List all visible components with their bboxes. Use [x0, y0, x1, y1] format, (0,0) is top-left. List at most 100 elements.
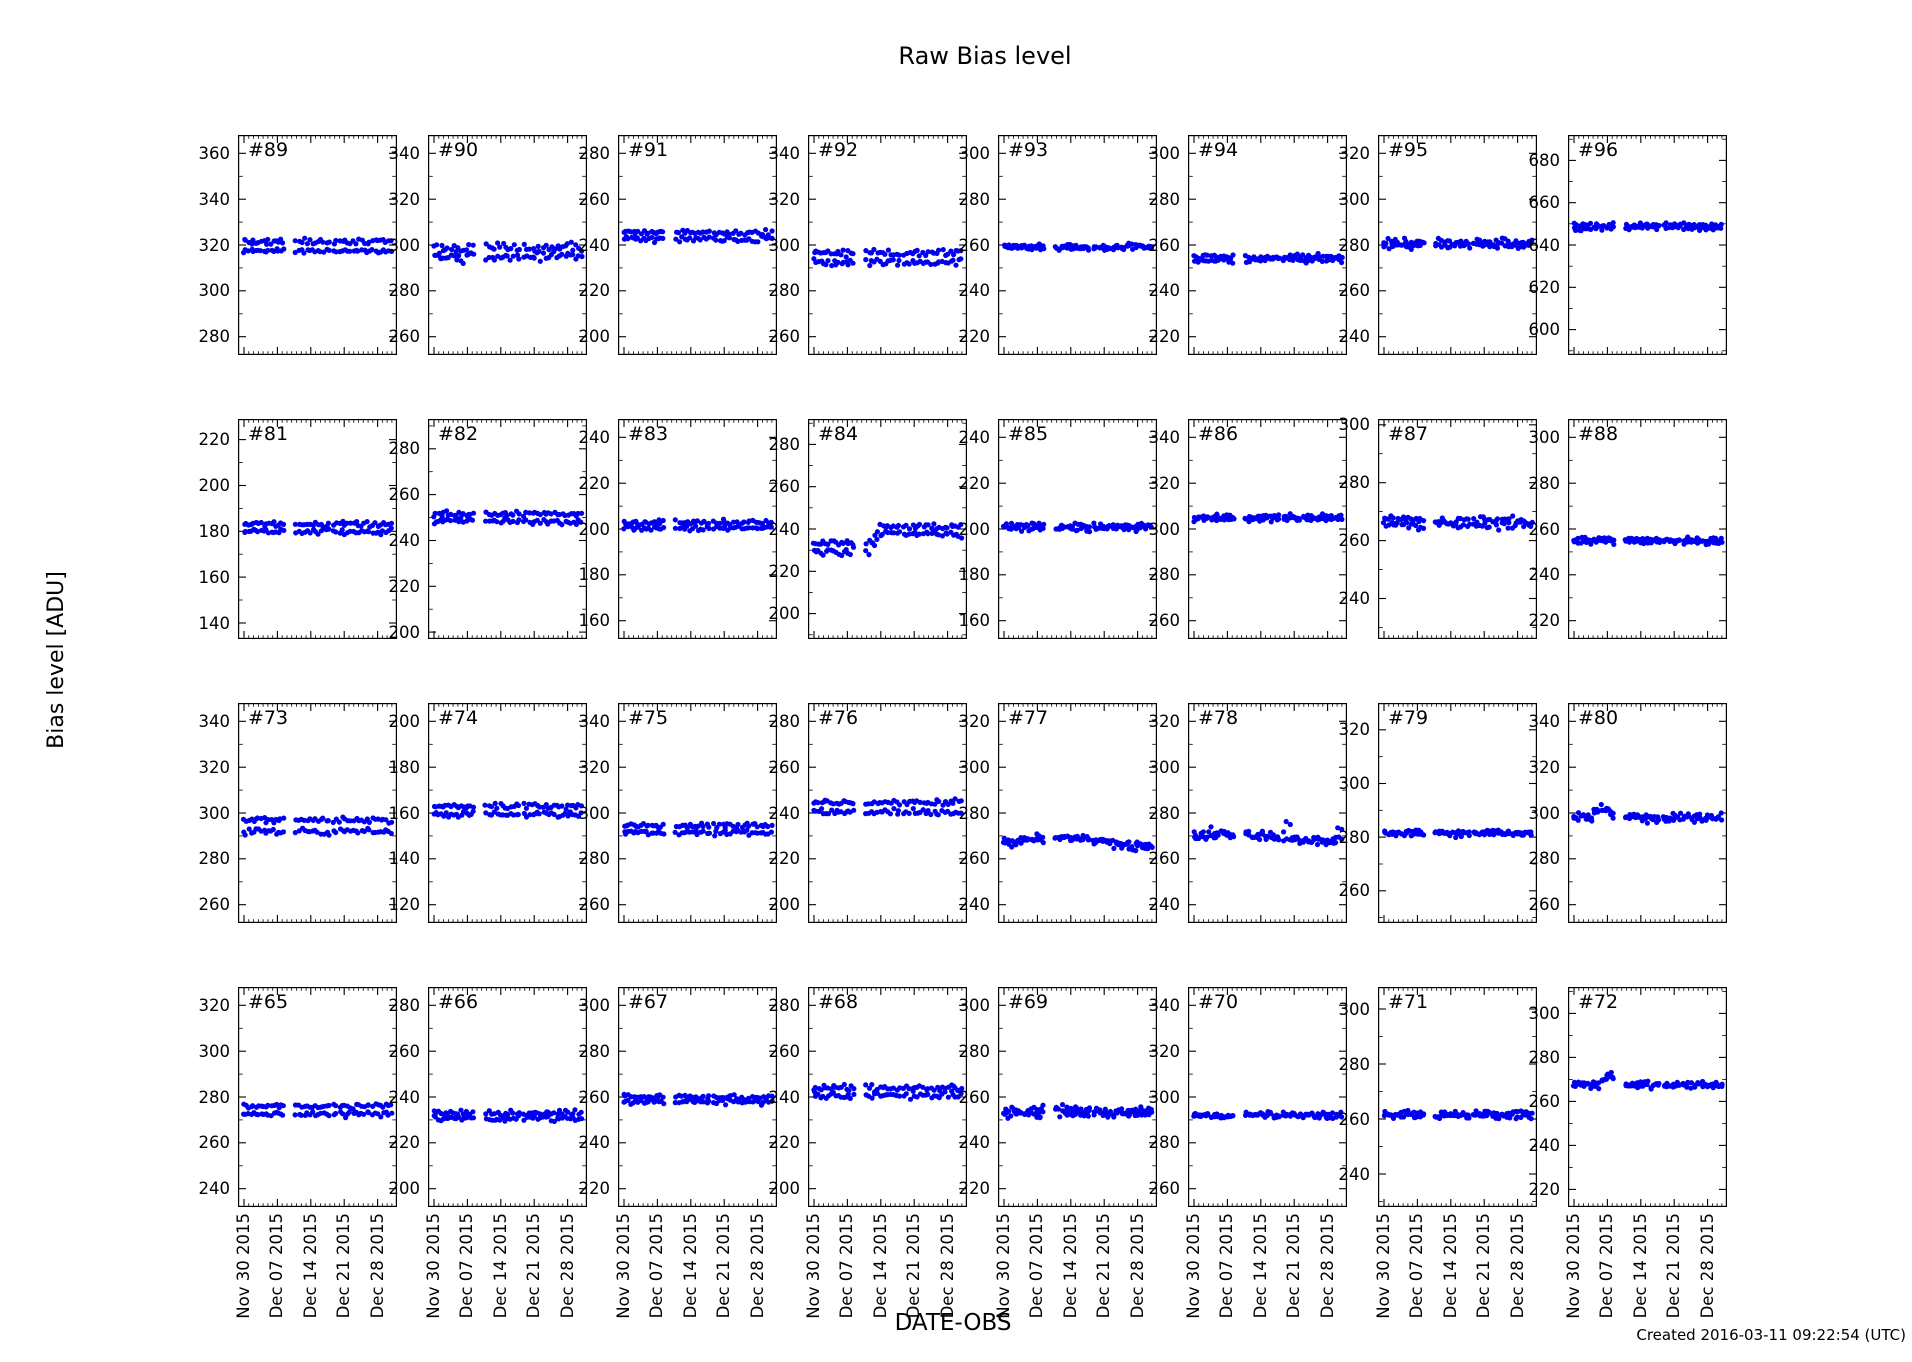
- x-tick-label: Dec 21 2015: [1094, 1213, 1114, 1319]
- subplot-title: #65: [248, 991, 289, 1013]
- y-tick-label: 300: [578, 995, 611, 1015]
- y-tick-label: 180: [388, 757, 421, 777]
- subplot-67: #67 300 280 260 240 220 Nov 30 2015 Dec 07 2015…: [579, 987, 778, 1319]
- subplot-title: #82: [438, 423, 479, 445]
- subplot-title: #90: [438, 139, 479, 161]
- x-tick-label: Dec 21 2015: [1474, 1213, 1494, 1319]
- subplot-69: #69 300 280 260 240 220 Nov 30 2015 Dec 07 2015…: [959, 987, 1158, 1319]
- subplot-title: #87: [1388, 423, 1429, 445]
- x-tick-label: Dec 28 2015: [1507, 1213, 1527, 1319]
- y-tick-label: 340: [1528, 711, 1561, 731]
- subplot-title: #95: [1388, 139, 1429, 161]
- x-tick-label: Dec 07 2015: [647, 1213, 667, 1319]
- y-tick-label: 260: [1338, 1109, 1371, 1129]
- scatter-canvas: [998, 987, 1158, 1208]
- subplot-73: #73 340 320 300 280 260: [199, 703, 398, 924]
- y-tick-label: 340: [578, 711, 611, 731]
- y-tick-label: 220: [768, 849, 801, 869]
- y-tick-label: 280: [768, 434, 801, 454]
- y-tick-label: 300: [768, 235, 801, 255]
- y-tick-label: 280: [1338, 235, 1371, 255]
- subplot-71: #71 300 280 260 240 Nov 30 2015 Dec 07 2015 Dec…: [1339, 987, 1538, 1319]
- y-tick-label: 300: [958, 143, 991, 163]
- scatter-canvas: [1568, 135, 1728, 356]
- y-tick-label: 260: [388, 327, 421, 347]
- subplot-76: #76 280 260 240 220 200: [769, 703, 968, 924]
- subplot-83: #83 240 220 200 180 160: [579, 419, 778, 640]
- y-tick-label: 240: [578, 427, 611, 447]
- y-tick-label: 260: [958, 235, 991, 255]
- y-tick-label: 320: [958, 711, 991, 731]
- y-tick-label: 300: [1338, 774, 1371, 793]
- subplot-78: #78 320 300 280 260 240: [1149, 703, 1348, 924]
- y-tick-label: 320: [1148, 1041, 1181, 1061]
- y-tick-label: 340: [388, 143, 421, 163]
- y-tick-label: 280: [1338, 473, 1371, 493]
- y-tick-label: 220: [768, 1133, 801, 1153]
- subplot-title: #91: [628, 139, 669, 161]
- y-tick-label: 140: [388, 849, 421, 869]
- y-tick-label: 240: [768, 803, 801, 823]
- y-tick-label: 300: [1338, 999, 1371, 1019]
- scatter-canvas: [1188, 703, 1348, 924]
- subplot-66: #66 280 260 240 220 200 Nov 30 2015 Dec 07 2015…: [389, 987, 588, 1319]
- scatter-canvas: [1378, 135, 1538, 356]
- y-tick-label: 240: [958, 1133, 991, 1153]
- y-tick-label: 320: [198, 995, 231, 1015]
- y-tick-label: 260: [578, 1087, 611, 1107]
- y-tick-label: 200: [388, 1179, 421, 1199]
- subplot-title: #79: [1388, 707, 1429, 729]
- y-tick-label: 260: [198, 895, 231, 915]
- y-tick-label: 320: [388, 189, 421, 209]
- y-tick-label: 160: [958, 611, 991, 631]
- x-tick-label: Dec 14 2015: [490, 1213, 510, 1319]
- y-tick-label: 160: [388, 803, 421, 823]
- y-tick-label: 300: [1148, 1087, 1181, 1107]
- subplot-title: #88: [1578, 423, 1619, 445]
- y-tick-label: 240: [1148, 281, 1181, 301]
- x-tick-label: Nov 30 2015: [1564, 1213, 1583, 1319]
- y-tick-label: 280: [578, 143, 611, 163]
- y-tick-label: 260: [578, 895, 611, 915]
- subplot-title: #69: [1008, 991, 1049, 1013]
- subplot-65: #65 320 300 280 260 240 Nov 30 2015 Dec 07 2015…: [199, 987, 398, 1319]
- y-tick-label: 200: [388, 622, 421, 642]
- y-tick-label: 240: [768, 1087, 801, 1107]
- scatter-canvas: [238, 419, 398, 640]
- y-tick-label: 260: [1148, 849, 1181, 869]
- y-tick-label: 180: [578, 565, 611, 585]
- y-tick-label: 300: [198, 281, 231, 301]
- subplot-title: #66: [438, 991, 479, 1013]
- x-tick-label: Dec 28 2015: [1317, 1213, 1337, 1319]
- subplot-87: #87 300 280 260 240: [1339, 415, 1538, 640]
- x-tick-label: Dec 14 2015: [1630, 1213, 1650, 1319]
- x-tick-label: Dec 14 2015: [1060, 1213, 1080, 1319]
- scatter-canvas: [1378, 987, 1538, 1208]
- subplot-title: #77: [1008, 707, 1049, 729]
- y-tick-label: 300: [1528, 1003, 1561, 1023]
- x-tick-label: Dec 07 2015: [457, 1213, 477, 1319]
- scatter-canvas: [1568, 987, 1728, 1208]
- y-tick-label: 280: [1148, 803, 1181, 823]
- subplot-72: #72 300 280 260 240 220 Nov 30 2015 Dec 07 2015…: [1529, 987, 1728, 1319]
- subplot-title: #71: [1388, 991, 1429, 1013]
- subplot-90: #90 340 320 300 280 260: [389, 135, 588, 356]
- x-tick-label: Dec 07 2015: [1407, 1213, 1427, 1319]
- y-tick-label: 240: [1338, 327, 1371, 347]
- x-tick-label: Dec 28 2015: [367, 1213, 387, 1319]
- x-tick-label: Nov 30 2015: [804, 1213, 823, 1319]
- y-tick-label: 320: [1148, 473, 1181, 493]
- subplot-title: #83: [628, 423, 669, 445]
- y-tick-label: 240: [1528, 1135, 1561, 1155]
- y-tick-label: 200: [198, 476, 231, 495]
- y-tick-label: 260: [1528, 895, 1561, 915]
- y-tick-label: 260: [768, 1041, 801, 1061]
- y-tick-label: 280: [1528, 473, 1561, 493]
- y-tick-label: 160: [198, 567, 231, 587]
- y-tick-label: 160: [578, 611, 611, 631]
- y-tick-label: 220: [1528, 611, 1561, 631]
- y-tick-label: 280: [958, 1041, 991, 1061]
- y-tick-label: 220: [1528, 1179, 1561, 1199]
- y-tick-label: 320: [1338, 143, 1371, 163]
